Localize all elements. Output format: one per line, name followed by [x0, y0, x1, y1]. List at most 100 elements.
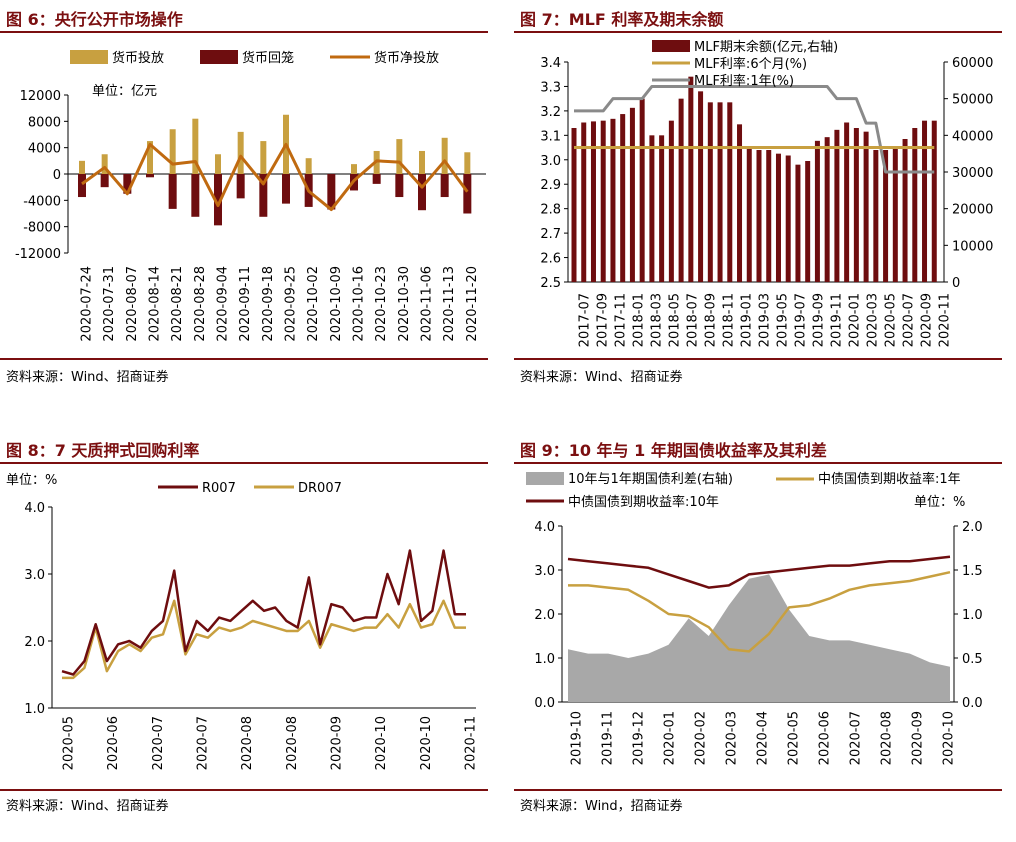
bar-mlf-balance	[746, 146, 752, 282]
bar-mlf-balance	[737, 124, 743, 282]
y-tick-label-left: 2.9	[540, 178, 561, 193]
y-tick-label-right: 2.0	[962, 520, 983, 535]
bar-mlf-balance	[931, 120, 937, 283]
x-tick-label: 2020-10	[419, 716, 434, 770]
bar-injection	[441, 137, 448, 174]
x-tick-label: 2020-09-11	[238, 266, 253, 342]
y-tick-label-left: 3.3	[540, 80, 561, 95]
bar-withdrawal	[191, 174, 200, 217]
x-tick-label: 2018-11	[722, 293, 737, 347]
y-tick-label-right: 0.5	[962, 652, 983, 667]
bar-mlf-balance	[610, 118, 616, 282]
legend-swatch-balance	[652, 40, 690, 52]
bar-withdrawal	[236, 174, 245, 199]
chart-repo: 单位：% R007 DR007 1.0 2.0 3.0 4.0 2020-05 2020-06 2…	[6, 473, 479, 770]
x-tick-label: 2020-11-06	[420, 266, 435, 342]
x-tick-label: 2020-09-25	[284, 266, 299, 342]
x-tick-label: 2020-07	[902, 293, 917, 347]
bar-mlf-balance	[649, 135, 655, 282]
bar-withdrawal	[100, 174, 109, 188]
title-rule	[514, 462, 1002, 464]
source-note: 资料来源：Wind、招商证券	[6, 370, 169, 385]
chart-bond-yield: 10年与1年期国债利差(右轴) 中债国债到期收益率:1年中债国债到期收益率:10年…	[526, 471, 983, 765]
bar-mlf-balance	[678, 98, 684, 283]
y-tick-label-right: 40000	[952, 129, 993, 144]
x-tick-label: 2020-05	[884, 293, 899, 347]
bar-withdrawal	[78, 174, 86, 198]
panel-repo: 图 8：7 天质押式回购利率 单位：% R007 DR007 1.0 2.0 3.0 4.0…	[0, 431, 490, 842]
bar-mlf-balance	[620, 114, 626, 282]
x-tick-label: 2020-06	[818, 711, 833, 765]
bar-injection	[169, 129, 176, 174]
chart-title: 图 8：7 天质押式回购利率	[6, 441, 200, 460]
bar-mlf-balance	[590, 121, 596, 283]
x-tick-label: 2020-10-16	[352, 266, 367, 342]
x-tick-label: 2020-09	[330, 716, 345, 770]
legend-label-1y: MLF利率:1年(%)	[694, 73, 794, 89]
x-tick-label: 2019-12	[632, 711, 647, 765]
x-tick-label: 2020-02	[694, 711, 709, 765]
unit-label: 单位：亿元	[92, 84, 157, 99]
legend-swatch-withdrawal	[200, 50, 238, 64]
y-tick-label-right: 0	[952, 276, 960, 291]
y-tick-label: 4000	[28, 142, 61, 157]
x-tick-label: 2017-11	[614, 293, 629, 347]
x-tick-label: 2020-08	[880, 711, 895, 765]
bar-mlf-balance	[707, 102, 713, 282]
bar-injection	[260, 141, 267, 174]
bar-injection	[464, 152, 471, 174]
chart-mlf: 2.5 2.6 2.7 2.8 2.9 3.0 3.1 3.2 3.3 3.4 0 10000 2000…	[540, 39, 993, 347]
line-net	[81, 142, 469, 212]
bar-injection	[215, 154, 221, 174]
legend-label-withdrawal: 货币回笼	[242, 50, 294, 66]
x-tick-label: 2020-11-20	[465, 266, 480, 342]
bar-withdrawal	[327, 174, 336, 210]
y-tick-label-right: 10000	[952, 239, 993, 254]
x-tick-label: 2019-05	[776, 293, 791, 347]
source-rule	[0, 789, 488, 791]
legend-swatch-spread	[526, 472, 564, 485]
legend-label-injection: 货币投放	[112, 50, 164, 66]
y-tick-label-left: 4.0	[534, 520, 555, 535]
x-tick-label: 2018-01	[632, 293, 647, 347]
title-rule	[0, 462, 488, 464]
bar-mlf-balance	[824, 137, 830, 282]
x-tick-label: 2019-07	[794, 293, 809, 347]
x-tick-label: 2020-10	[374, 716, 389, 770]
x-tick-label: 2020-09	[911, 711, 926, 765]
bar-mlf-balance	[814, 140, 820, 282]
bar-withdrawal	[168, 174, 177, 209]
y-tick-label: 3.0	[24, 568, 45, 583]
x-tick-label: 2020-07	[849, 711, 864, 765]
x-tick-label: 2017-07	[578, 293, 593, 347]
x-tick-label: 2018-05	[668, 293, 683, 347]
bar-mlf-balance	[688, 76, 694, 283]
bar-mlf-balance	[892, 148, 898, 282]
x-tick-label: 2020-08-28	[193, 266, 208, 342]
bar-mlf-balance	[727, 102, 733, 282]
y-tick-label: -8000	[23, 221, 61, 236]
bar-injection	[192, 118, 199, 174]
y-tick-label-right: 60000	[952, 56, 993, 71]
x-tick-label: 2020-06	[106, 716, 121, 770]
x-tick-label: 2019-10	[570, 711, 585, 765]
legend-label-1y: 中债国债到期收益率:1年	[818, 471, 961, 487]
bar-mlf-balance	[659, 135, 665, 282]
bar-mlf-balance	[844, 122, 850, 282]
bar-mlf-balance	[853, 128, 859, 282]
line-mlf-1y	[574, 84, 935, 174]
y-tick-label: 0	[53, 168, 61, 183]
bar-mlf-balance	[834, 129, 840, 282]
x-tick-label: 2019-03	[758, 293, 773, 347]
bar-mlf-balance	[756, 150, 762, 282]
x-tick-label: 2020-10-30	[397, 266, 412, 342]
bar-mlf-balance	[629, 107, 635, 282]
y-tick-label: -12000	[15, 247, 61, 262]
title-rule	[0, 31, 488, 33]
bar-mlf-balance	[912, 128, 918, 282]
x-tick-label: 2020-09-18	[261, 266, 276, 342]
x-tick-label: 2019-01	[740, 293, 755, 347]
legend-swatch-injection	[70, 50, 108, 64]
bar-mlf-balance	[581, 122, 587, 282]
unit-label: 单位：%	[914, 495, 965, 510]
